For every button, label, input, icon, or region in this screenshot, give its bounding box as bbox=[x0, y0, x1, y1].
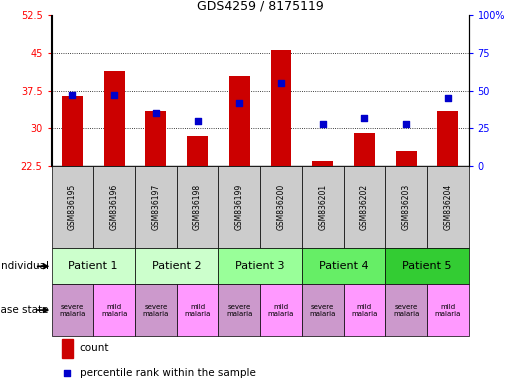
Bar bbox=[427, 284, 469, 336]
Title: GDS4259 / 8175119: GDS4259 / 8175119 bbox=[197, 0, 323, 13]
Text: mild
malaria: mild malaria bbox=[268, 304, 294, 316]
Bar bbox=[135, 248, 218, 284]
Text: mild
malaria: mild malaria bbox=[184, 304, 211, 316]
Text: Patient 3: Patient 3 bbox=[235, 261, 285, 271]
Bar bbox=[135, 284, 177, 336]
Text: GSM836204: GSM836204 bbox=[443, 184, 452, 230]
Text: severe
malaria: severe malaria bbox=[143, 304, 169, 316]
Bar bbox=[427, 166, 469, 248]
Text: GSM836203: GSM836203 bbox=[402, 184, 410, 230]
Bar bbox=[396, 151, 417, 166]
Text: GSM836201: GSM836201 bbox=[318, 184, 327, 230]
Bar bbox=[145, 111, 166, 166]
Point bbox=[318, 121, 327, 127]
Point bbox=[63, 370, 72, 376]
Text: severe
malaria: severe malaria bbox=[226, 304, 252, 316]
Text: disease state: disease state bbox=[0, 305, 49, 315]
Bar bbox=[229, 76, 250, 166]
Bar bbox=[218, 284, 260, 336]
Bar bbox=[52, 166, 93, 248]
Text: GSM836200: GSM836200 bbox=[277, 184, 285, 230]
Bar bbox=[218, 248, 302, 284]
Bar bbox=[344, 284, 385, 336]
Text: GSM836202: GSM836202 bbox=[360, 184, 369, 230]
Text: Patient 5: Patient 5 bbox=[402, 261, 452, 271]
Bar bbox=[52, 248, 135, 284]
Text: GSM836196: GSM836196 bbox=[110, 184, 118, 230]
Bar bbox=[104, 71, 125, 166]
Text: mild
malaria: mild malaria bbox=[101, 304, 127, 316]
Bar bbox=[135, 166, 177, 248]
Bar bbox=[52, 284, 93, 336]
Point bbox=[402, 121, 410, 127]
Bar bbox=[385, 248, 469, 284]
Text: Patient 1: Patient 1 bbox=[68, 261, 118, 271]
Bar bbox=[312, 161, 333, 166]
Bar bbox=[218, 166, 260, 248]
Point bbox=[277, 80, 285, 86]
Point bbox=[193, 118, 201, 124]
Bar bbox=[260, 284, 302, 336]
Bar bbox=[93, 166, 135, 248]
Bar bbox=[187, 136, 208, 166]
Text: individual: individual bbox=[0, 261, 49, 271]
Point bbox=[68, 92, 76, 98]
Text: severe
malaria: severe malaria bbox=[59, 304, 85, 316]
Bar bbox=[354, 133, 375, 166]
Bar bbox=[177, 166, 218, 248]
Point bbox=[444, 95, 452, 101]
Text: GSM836198: GSM836198 bbox=[193, 184, 202, 230]
Text: severe
malaria: severe malaria bbox=[310, 304, 336, 316]
Point bbox=[151, 110, 160, 116]
Bar bbox=[260, 166, 302, 248]
Text: GSM836199: GSM836199 bbox=[235, 184, 244, 230]
Bar bbox=[62, 339, 73, 358]
Text: count: count bbox=[80, 343, 109, 354]
Bar bbox=[62, 96, 83, 166]
Bar bbox=[93, 284, 135, 336]
Text: Patient 2: Patient 2 bbox=[152, 261, 201, 271]
Text: GSM836195: GSM836195 bbox=[68, 184, 77, 230]
Bar bbox=[385, 166, 427, 248]
Text: GSM836197: GSM836197 bbox=[151, 184, 160, 230]
Bar bbox=[302, 248, 385, 284]
Point bbox=[235, 99, 243, 106]
Bar bbox=[177, 284, 218, 336]
Bar bbox=[302, 166, 344, 248]
Text: mild
malaria: mild malaria bbox=[351, 304, 377, 316]
Bar bbox=[302, 284, 344, 336]
Text: severe
malaria: severe malaria bbox=[393, 304, 419, 316]
Bar bbox=[437, 111, 458, 166]
Point bbox=[360, 115, 368, 121]
Bar bbox=[385, 284, 427, 336]
Text: Patient 4: Patient 4 bbox=[319, 261, 368, 271]
Bar bbox=[270, 50, 291, 166]
Text: mild
malaria: mild malaria bbox=[435, 304, 461, 316]
Text: percentile rank within the sample: percentile rank within the sample bbox=[80, 368, 256, 378]
Bar bbox=[344, 166, 385, 248]
Point bbox=[110, 92, 118, 98]
